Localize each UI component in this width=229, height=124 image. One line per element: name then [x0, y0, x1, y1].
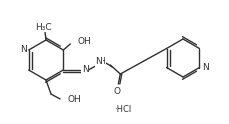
Text: H₃C: H₃C	[35, 22, 51, 31]
Text: N: N	[82, 65, 89, 75]
Text: OH: OH	[77, 37, 91, 46]
Text: OH: OH	[68, 95, 82, 105]
Text: N: N	[202, 63, 209, 72]
Text: O: O	[114, 87, 121, 95]
Text: N: N	[95, 58, 102, 66]
Text: ·HCl: ·HCl	[114, 106, 132, 114]
Text: H: H	[99, 57, 105, 65]
Text: N: N	[20, 46, 27, 55]
